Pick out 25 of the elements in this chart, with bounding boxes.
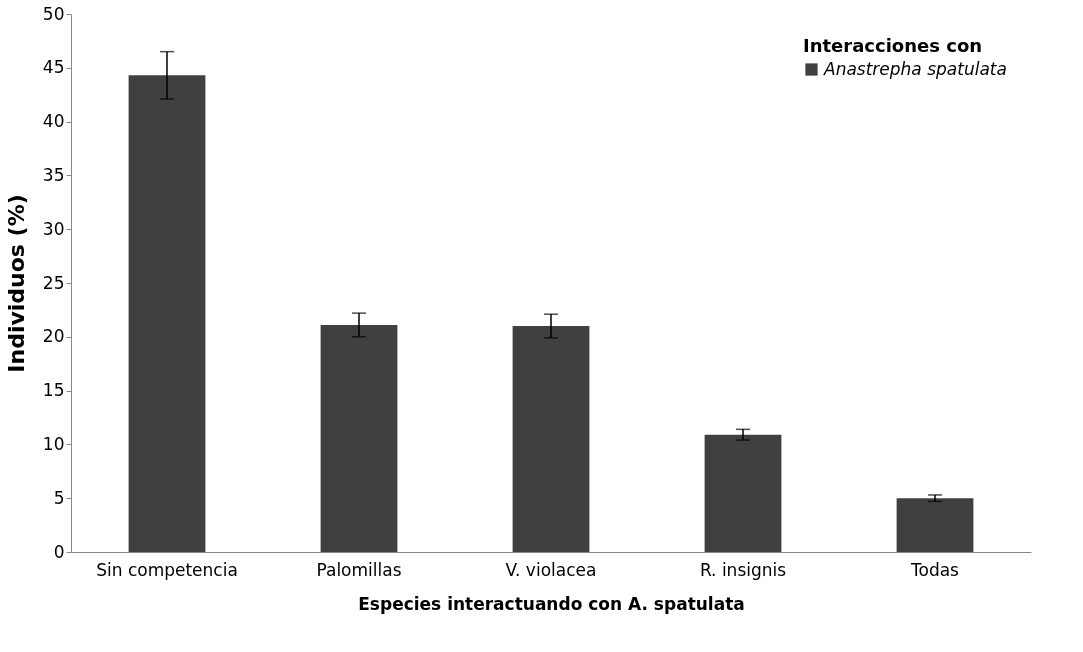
y-tick-label: 30 [42,218,65,239]
y-axis-title: Individuos (%) [3,194,29,373]
legend-label: Anastrepha spatulata [823,58,1007,79]
y-tick-label: 5 [53,487,65,508]
x-tick-label: Palomillas [316,559,402,580]
x-tick-label: R. insignis [699,559,787,580]
bar [512,326,590,552]
y-tick-label: 40 [42,111,65,132]
y-tick-label: 20 [42,326,65,347]
bar [320,324,398,552]
bar [896,498,974,552]
y-tick-label: 35 [42,164,65,185]
y-tick-label: 25 [42,272,65,293]
y-tick-label: 50 [42,3,65,24]
bar [128,75,206,552]
legend-title: Interacciones con [803,35,983,56]
x-tick-label: V. violacea [505,559,597,580]
x-tick-label: Todas [910,559,960,580]
x-tick-label: Sin competencia [96,559,238,580]
y-tick-label: 45 [42,57,65,78]
y-tick-label: 0 [53,541,65,562]
y-tick-label: 10 [42,433,65,454]
x-axis-title: Especies interactuando con A. spatulata [358,593,745,614]
y-tick-label: 15 [42,380,65,401]
bar [704,434,782,552]
